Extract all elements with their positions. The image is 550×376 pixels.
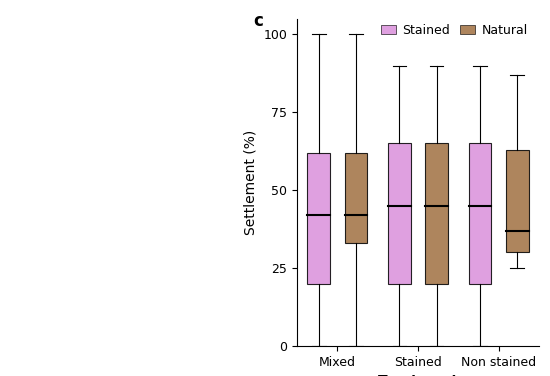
FancyBboxPatch shape — [506, 150, 529, 252]
Text: c: c — [254, 12, 263, 30]
FancyBboxPatch shape — [307, 153, 330, 284]
Text: a: a — [6, 11, 17, 29]
Text: b: b — [6, 199, 18, 217]
FancyBboxPatch shape — [345, 153, 367, 243]
FancyBboxPatch shape — [388, 143, 411, 284]
FancyBboxPatch shape — [425, 143, 448, 284]
Legend: Stained, Natural: Stained, Natural — [376, 18, 533, 41]
FancyBboxPatch shape — [469, 143, 491, 284]
Y-axis label: Settlement (%): Settlement (%) — [244, 130, 258, 235]
X-axis label: Treatment: Treatment — [377, 374, 459, 376]
